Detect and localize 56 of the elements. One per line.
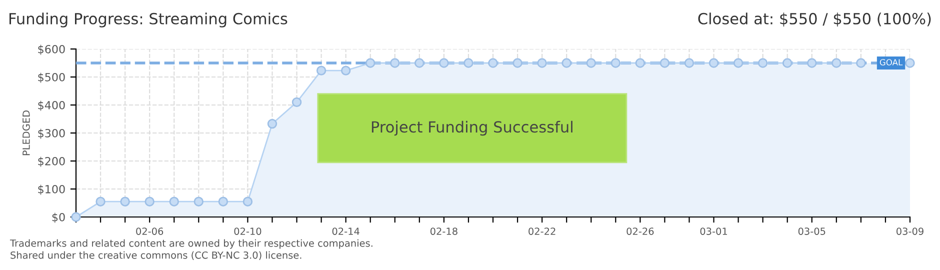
y-axis-title: PLEDGED bbox=[22, 110, 30, 156]
point bbox=[610, 58, 621, 68]
y-tick-label: $300 bbox=[38, 128, 65, 139]
point bbox=[390, 58, 400, 68]
x-tick-label: 02-18 bbox=[430, 228, 458, 235]
point bbox=[194, 196, 204, 206]
point bbox=[537, 58, 547, 68]
chart-subtitle: Closed at: $550 / $550 (100%) bbox=[698, 12, 931, 26]
x-tick-label: 03-09 bbox=[896, 228, 924, 235]
point bbox=[512, 58, 522, 68]
point bbox=[684, 58, 694, 68]
y-tick-label: $0 bbox=[52, 212, 65, 223]
point bbox=[660, 58, 670, 68]
point bbox=[856, 58, 866, 68]
point bbox=[169, 196, 179, 206]
point bbox=[733, 58, 744, 68]
point bbox=[586, 58, 596, 68]
ref-line-label: GOAL bbox=[880, 59, 903, 66]
point bbox=[144, 196, 154, 206]
point bbox=[242, 196, 253, 206]
text: Shared under the creative commons (CC BY-NC 3.0) license. bbox=[10, 251, 302, 260]
chart-title: Funding Progress: Streaming Comics bbox=[10, 12, 288, 28]
x-tick-label: 03-05 bbox=[798, 228, 826, 235]
y-tick-label: $400 bbox=[38, 100, 65, 111]
point bbox=[464, 58, 474, 68]
point bbox=[316, 66, 326, 76]
x-tick-label: 02-14 bbox=[332, 228, 360, 235]
point bbox=[905, 58, 915, 68]
y-tick-label: $200 bbox=[38, 156, 65, 167]
point bbox=[758, 58, 768, 68]
point bbox=[782, 58, 792, 68]
point bbox=[832, 58, 842, 68]
point bbox=[708, 58, 719, 68]
point bbox=[365, 58, 376, 68]
x-tick-label: 03-01 bbox=[700, 228, 727, 235]
point bbox=[96, 196, 106, 206]
x-tick-label: 02-26 bbox=[626, 228, 654, 235]
y-tick-label: $600 bbox=[38, 44, 65, 55]
point bbox=[488, 58, 498, 68]
text: Trademarks and related content are owned by their respective companies. bbox=[10, 239, 372, 249]
point bbox=[292, 97, 302, 108]
x-tick-label: 02-10 bbox=[234, 228, 262, 235]
point bbox=[414, 58, 424, 68]
point bbox=[340, 66, 351, 76]
x-tick-label: 02-06 bbox=[136, 228, 164, 235]
point bbox=[635, 58, 646, 68]
annotation: Project Funding Successful bbox=[372, 120, 572, 136]
point bbox=[218, 196, 228, 206]
point bbox=[439, 58, 449, 68]
point bbox=[120, 196, 130, 206]
y-tick-label: $100 bbox=[38, 184, 65, 195]
point bbox=[562, 58, 572, 68]
point bbox=[807, 58, 817, 68]
x-tick-label: 02-22 bbox=[528, 228, 556, 235]
y-tick-label: $500 bbox=[38, 72, 65, 83]
point bbox=[267, 118, 278, 129]
